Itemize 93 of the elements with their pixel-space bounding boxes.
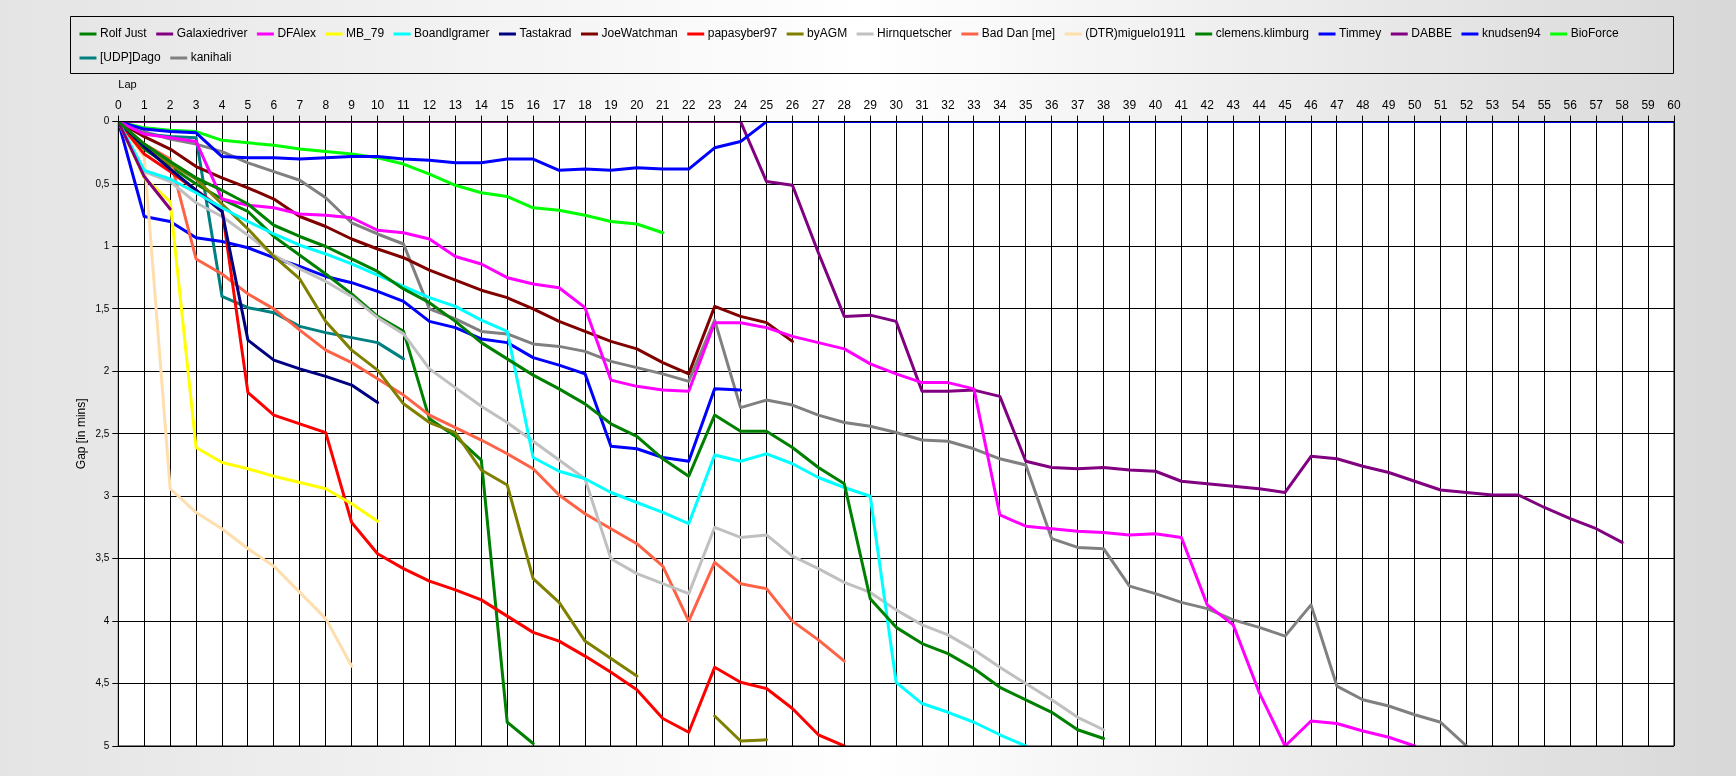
x-tick-label: 4: [218, 97, 226, 112]
x-tick-label: 2: [166, 97, 174, 112]
x-tick-label: 56: [1563, 97, 1578, 112]
x-tick-label: 10: [370, 97, 385, 112]
x-tick-label: 42: [1200, 97, 1215, 112]
x-tick-label: 31: [915, 97, 930, 112]
x-tick-label: 39: [1122, 97, 1137, 112]
x-tick-label: 1: [140, 97, 148, 112]
legend-label: Galaxiedriver: [176, 26, 248, 41]
x-tick-label: 8: [322, 97, 330, 112]
legend-label: knudsen94: [1481, 26, 1541, 41]
x-tick-label: 26: [785, 97, 800, 112]
legend-label: Timmey: [1339, 26, 1382, 41]
y-tick-label: 0,5: [95, 177, 110, 189]
x-tick-label: 60: [1667, 97, 1681, 112]
legend-label: Hirnquetscher: [877, 26, 952, 41]
y-tick-label: 4,5: [95, 677, 110, 689]
x-tick-label: 20: [630, 97, 644, 112]
x-tick-label: 5: [244, 97, 252, 112]
x-tick-label: 38: [1096, 97, 1111, 112]
x-axis-title: Lap: [118, 77, 137, 90]
x-tick-label: 34: [993, 97, 1007, 112]
legend-label: BioForce: [1570, 26, 1619, 41]
x-tick-label: 52: [1459, 97, 1474, 112]
y-tick-label: 2,5: [95, 427, 110, 439]
y-tick-label: 5: [103, 739, 110, 751]
x-tick-label: 43: [1226, 97, 1241, 112]
x-tick-label: 40: [1148, 97, 1163, 112]
x-tick-label: 36: [1045, 97, 1059, 112]
y-tick-label: 4: [103, 614, 110, 626]
x-tick-label: 54: [1511, 97, 1526, 112]
x-tick-label: 45: [1278, 97, 1293, 112]
x-tick-label: 46: [1304, 97, 1318, 112]
x-tick-label: 9: [348, 97, 356, 112]
x-tick-label: 29: [863, 97, 878, 112]
x-tick-label: 19: [604, 97, 618, 112]
legend-label: Tastakrad: [519, 26, 572, 41]
y-tick-label: 1,5: [95, 302, 110, 314]
x-tick-label: 15: [500, 97, 515, 112]
x-tick-label: 44: [1252, 97, 1267, 112]
y-tick-label: 0: [103, 115, 110, 127]
legend-label: [UDP]Dago: [100, 50, 162, 65]
legend-label: papasyber97: [707, 26, 778, 41]
x-tick-label: 41: [1174, 97, 1189, 112]
legend-label: byAGM: [807, 26, 848, 41]
x-tick-label: 21: [656, 97, 670, 112]
x-tick-label: 32: [941, 97, 955, 112]
x-tick-label: 24: [733, 97, 748, 112]
x-tick-label: 12: [422, 97, 437, 112]
x-tick-label: 16: [526, 97, 541, 112]
x-tick-label: 33: [967, 97, 981, 112]
y-tick-label: 3: [103, 489, 110, 501]
x-tick-label: 3: [192, 97, 200, 112]
legend-label: Rolf Just: [100, 26, 148, 41]
legend-label: kanihali: [190, 50, 232, 65]
x-tick-label: 14: [474, 97, 489, 112]
legend-label: Bad Dan [me]: [981, 26, 1056, 41]
x-tick-label: 27: [811, 97, 826, 112]
legend-label: MB_79: [346, 26, 385, 41]
x-tick-label: 23: [707, 97, 722, 112]
legend-label: clemens.klimburg: [1215, 26, 1310, 41]
x-tick-label: 11: [397, 97, 411, 112]
x-tick-label: 37: [1070, 97, 1085, 112]
x-tick-label: 55: [1537, 97, 1552, 112]
legend-label: DFAlex: [277, 26, 317, 41]
x-tick-label: 58: [1615, 97, 1630, 112]
x-tick-label: 6: [270, 97, 278, 112]
x-tick-label: 18: [578, 97, 593, 112]
legend-label: JoeWatchman: [601, 26, 678, 41]
legend-label: (DTR)miguelo1911: [1085, 26, 1186, 41]
x-tick-label: 48: [1356, 97, 1370, 112]
legend-label: Boandlgramer: [414, 26, 490, 41]
legend-label: DABBE: [1411, 26, 1452, 41]
y-tick-label: 2: [103, 365, 110, 377]
x-tick-label: 47: [1330, 97, 1344, 112]
x-tick-label: 49: [1382, 97, 1396, 112]
x-tick-label: 0: [114, 97, 122, 112]
x-tick-label: 59: [1641, 97, 1656, 112]
x-tick-label: 30: [889, 97, 904, 112]
x-tick-label: 25: [759, 97, 774, 112]
x-tick-label: 13: [448, 97, 463, 112]
x-tick-label: 22: [682, 97, 696, 112]
x-tick-label: 53: [1485, 97, 1500, 112]
x-tick-label: 7: [296, 97, 304, 112]
x-tick-label: 57: [1589, 97, 1604, 112]
y-tick-label: 3,5: [95, 552, 110, 564]
x-tick-label: 28: [837, 97, 852, 112]
x-tick-label: 17: [552, 97, 567, 112]
y-tick-label: 1: [103, 240, 110, 252]
x-tick-label: 51: [1433, 97, 1448, 112]
y-axis-title: Gap [in mins]: [73, 398, 88, 470]
x-tick-label: 50: [1408, 97, 1422, 112]
x-tick-label: 35: [1019, 97, 1033, 112]
